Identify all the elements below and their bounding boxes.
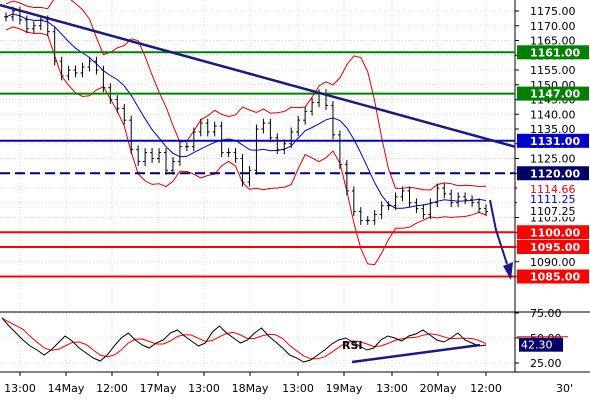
level-label-box	[517, 86, 589, 101]
forecast-arrow-head	[503, 262, 513, 280]
downtrend-line	[0, 3, 516, 148]
rsi-line	[1, 317, 487, 363]
moving-average-line	[5, 13, 487, 209]
x-tick-label: 13:00	[282, 382, 314, 395]
bollinger-upper-band	[5, 0, 487, 191]
level-label-box	[517, 225, 589, 240]
level-label-box	[517, 45, 589, 60]
rsi-marker-box	[519, 337, 563, 352]
y-tick-label: 1170.00	[530, 20, 576, 33]
rsi-y-tick-label: 25.00	[530, 357, 562, 370]
y-tick-label: 1140.00	[530, 108, 576, 121]
level-label: 1095.00	[530, 241, 580, 254]
level-label: 1085.00	[530, 271, 580, 284]
x-axis: 13:00 14May 12:00 17May 13:00 18May 13:00 19May…	[4, 372, 502, 395]
y-tick-label: 1155.00	[530, 64, 576, 77]
level-label-box	[517, 240, 589, 254]
x-tick-label: 20May	[420, 382, 457, 395]
price-marker-box	[517, 183, 589, 196]
y-tick-label: 1165.00	[530, 35, 576, 48]
price-marker-label: 1111.25	[530, 193, 576, 206]
level-label: 1120.00	[530, 167, 580, 180]
price-marker-box	[517, 204, 589, 217]
x-tick-label: 12:00	[96, 382, 128, 395]
y-tick-label: 1175.00	[530, 5, 576, 18]
y-tick-label: 1090.00	[530, 256, 576, 269]
x-tick-label: 17May	[140, 382, 177, 395]
level-label: 1147.00	[530, 88, 580, 101]
x-tick-label: 19May	[326, 382, 363, 395]
price-marker-label: 1114.66	[530, 183, 576, 196]
rsi-label: RSI	[342, 339, 363, 352]
x-tick-label: 18May	[232, 382, 269, 395]
level-label-box	[517, 166, 589, 181]
level-label: 1100.00	[530, 226, 580, 239]
level-label-box	[517, 269, 589, 284]
timeframe-label: 30'	[556, 382, 573, 395]
x-tick-label: 13:00	[4, 382, 36, 395]
bollinger-lower-band	[5, 26, 487, 266]
level-label-box	[517, 133, 589, 148]
x-tick-label: 13:00	[376, 382, 408, 395]
price-marker-label: 1107.25	[530, 205, 576, 218]
price-marker-box	[517, 193, 589, 206]
level-label: 1131.00	[530, 135, 580, 148]
rsi-uptrend-line	[351, 343, 481, 364]
y-tick-label: 1125.00	[530, 153, 576, 166]
y-tick-label: 1135.00	[530, 123, 576, 136]
x-tick-label: 12:00	[470, 382, 502, 395]
rsi-y-tick-label: 75.00	[530, 307, 562, 320]
forecast-arrow-line	[489, 199, 508, 265]
x-tick-label: 14May	[48, 382, 85, 395]
x-tick-label: 13:00	[188, 382, 220, 395]
level-label: 1161.00	[530, 46, 580, 59]
rsi-marker-label: 42.30	[521, 339, 553, 352]
